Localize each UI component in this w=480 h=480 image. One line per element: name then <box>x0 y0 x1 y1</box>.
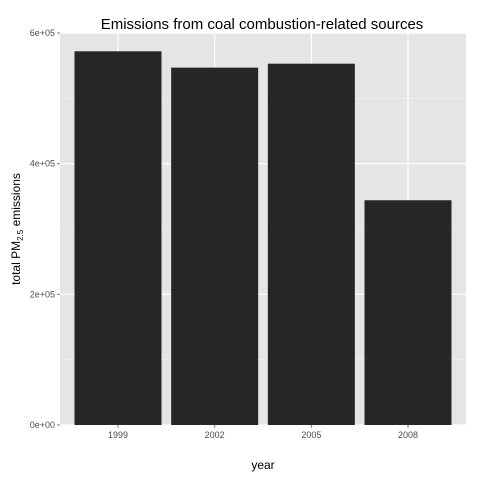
y-axis-title-subscript: 2.5 <box>16 229 25 241</box>
y-tick-label: 2e+05 <box>30 289 55 299</box>
bar-1999 <box>74 51 162 425</box>
x-tick-label: 2005 <box>301 430 321 440</box>
chart-title: Emissions from coal combustion-related s… <box>101 16 424 33</box>
y-axis: 0e+00 2e+05 4e+05 6e+05 <box>30 28 60 430</box>
bar-2008 <box>364 200 452 425</box>
y-axis-title-prefix: total PM <box>9 241 23 285</box>
x-axis-title: year <box>251 458 274 472</box>
y-axis-title-suffix: emissions <box>9 173 23 230</box>
bars <box>74 51 452 426</box>
y-tick-label: 4e+05 <box>30 159 55 169</box>
x-tick-label: 1999 <box>108 430 128 440</box>
y-axis-title: total PM2.5 emissions <box>9 173 25 285</box>
bar-2005 <box>267 63 355 425</box>
x-tick-label: 2002 <box>205 430 225 440</box>
x-tick-label: 2008 <box>398 430 418 440</box>
y-tick-label: 6e+05 <box>30 28 55 38</box>
bar-2002 <box>171 67 259 426</box>
y-tick-label: 0e+00 <box>30 420 55 430</box>
x-axis: 1999 2002 2005 2008 <box>108 425 418 440</box>
